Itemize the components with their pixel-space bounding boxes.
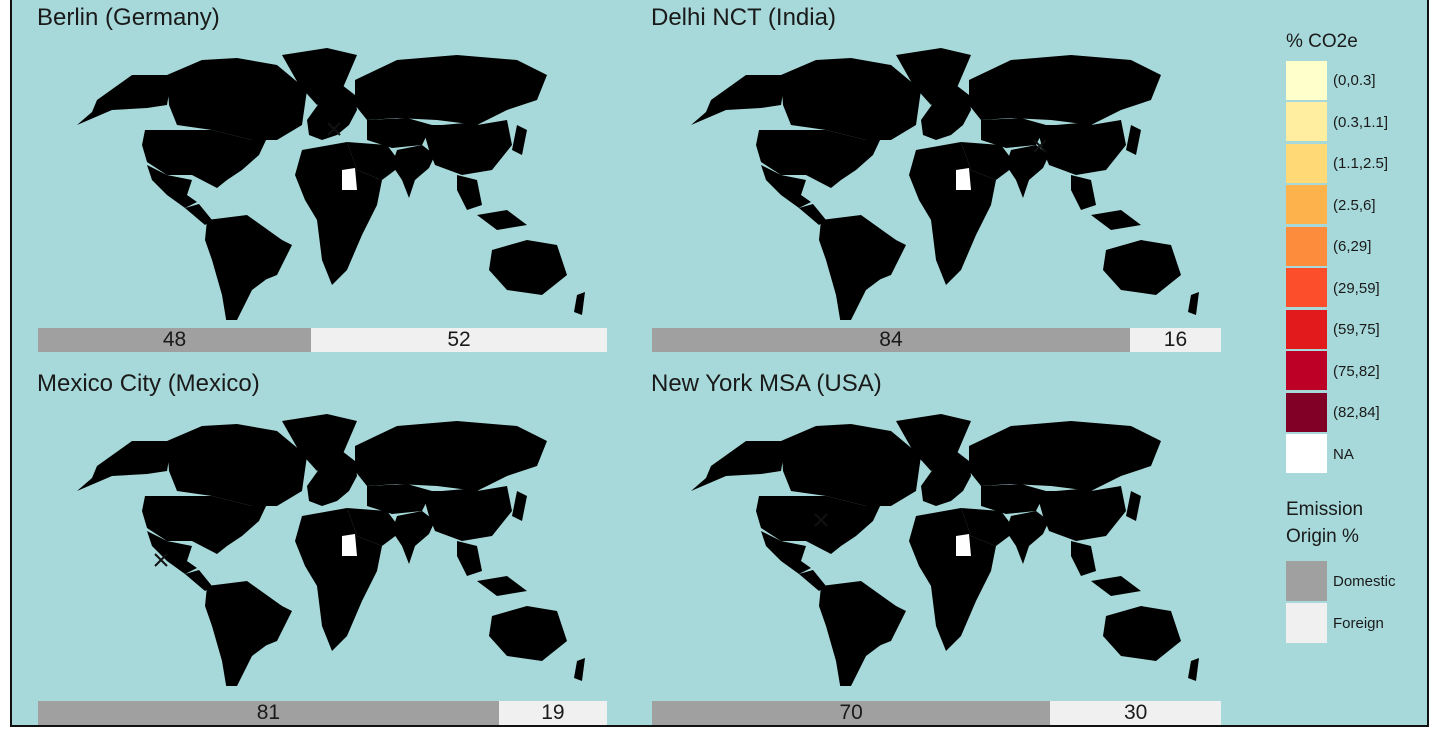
color-swatch — [1286, 226, 1327, 267]
world-choropleth-map: .m0 path{fill:#ffffcc} .m0 .c-alaska,.m0… — [77, 48, 585, 320]
map-panel-delhi: Delhi NCT (India) .m1 path{fill:#ffffcc}… — [651, 0, 1251, 365]
color-swatch — [1286, 561, 1327, 601]
emission-origin-bar: 48 52 — [38, 328, 607, 352]
x-marker-icon — [327, 122, 341, 136]
x-marker-icon — [1033, 139, 1047, 153]
foreign-segment: 52 — [311, 328, 607, 352]
legend-item: (0,0.3] — [1286, 60, 1416, 102]
legend-title: % CO2e — [1286, 31, 1358, 52]
domestic-segment: 48 — [38, 328, 312, 352]
emission-origin-bar: 84 16 — [652, 328, 1221, 352]
foreign-segment: 19 — [498, 701, 607, 725]
world-choropleth-map: .m3 path{fill:#ffffcc} .m3 .c-usa,.m3 .c… — [691, 414, 1199, 686]
legend-item: (1.1,2.5] — [1286, 143, 1416, 185]
color-swatch — [1286, 268, 1327, 309]
emission-origin-bar: 70 30 — [652, 701, 1221, 725]
legend-title: Emission Origin % — [1286, 499, 1364, 547]
color-swatch — [1286, 60, 1327, 101]
color-swatch — [1286, 309, 1327, 350]
panel-title: Delhi NCT (India) — [651, 4, 836, 31]
legend-item: (75,82] — [1286, 351, 1416, 393]
color-swatch — [1286, 102, 1327, 143]
panel-title: New York MSA (USA) — [651, 370, 882, 397]
map-panel-new-york: New York MSA (USA) .m3 path{fill:#ffffcc… — [651, 366, 1251, 731]
legend-item: NA — [1286, 434, 1416, 476]
x-marker-icon — [814, 513, 828, 527]
color-swatch — [1286, 434, 1327, 475]
legend-item: (6,29] — [1286, 226, 1416, 268]
domestic-segment: 84 — [652, 328, 1130, 352]
legend-item: (82,84] — [1286, 392, 1416, 434]
domestic-segment: 70 — [652, 701, 1051, 725]
map-panel-berlin: Berlin (Germany) .m0 path{fill:#ffffcc} … — [37, 0, 637, 365]
x-marker-icon — [154, 553, 168, 567]
map-panel-mexico-city: Mexico City (Mexico) .m2 path{fill:#ffff… — [37, 366, 637, 731]
emission-origin-legend: Emission Origin % Domestic Foreign — [1286, 496, 1416, 644]
foreign-segment: 30 — [1050, 701, 1221, 725]
color-swatch — [1286, 351, 1327, 392]
color-swatch — [1286, 143, 1327, 184]
panel-title: Mexico City (Mexico) — [37, 370, 260, 397]
legend-item-foreign: Foreign — [1286, 602, 1416, 644]
domestic-segment: 81 — [38, 701, 499, 725]
legend-item: (59,75] — [1286, 309, 1416, 351]
color-swatch — [1286, 185, 1327, 226]
legend-item: (0.3,1.1] — [1286, 102, 1416, 144]
legend-item-domestic: Domestic — [1286, 560, 1416, 602]
color-swatch — [1286, 603, 1327, 643]
co2e-legend: % CO2e (0,0.3] (0.3,1.1] (1.1,2.5] (2.5,… — [1286, 30, 1416, 475]
legend-item: (29,59] — [1286, 268, 1416, 310]
world-choropleth-map: .m2 path{fill:#ffffcc} .m2 .c-mexico{fil… — [77, 414, 585, 686]
panel-title: Berlin (Germany) — [37, 4, 220, 31]
emission-origin-bar: 81 19 — [38, 701, 607, 725]
world-choropleth-map: .m1 path{fill:#ffffcc} .m1 .c-india{fill… — [691, 48, 1199, 320]
color-swatch — [1286, 392, 1327, 433]
legend-item: (2.5,6] — [1286, 185, 1416, 227]
foreign-segment: 16 — [1129, 328, 1221, 352]
